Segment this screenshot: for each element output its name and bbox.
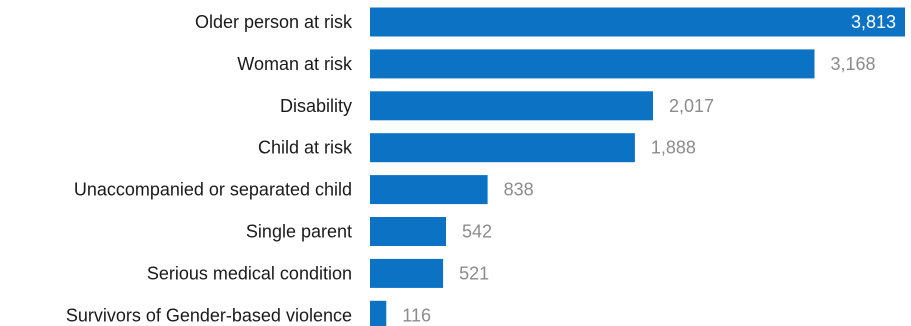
value-label: 838 xyxy=(504,180,534,200)
bar xyxy=(370,7,905,37)
category-label: Serious medical condition xyxy=(147,263,352,283)
bar xyxy=(370,175,488,205)
category-label: Older person at risk xyxy=(195,12,353,32)
category-label: Disability xyxy=(280,96,352,116)
bar xyxy=(370,49,815,79)
bar xyxy=(370,217,446,246)
value-label: 3,168 xyxy=(831,54,876,74)
category-label: Child at risk xyxy=(258,138,353,158)
value-labels-group: 3,813 3,168 2,017 1,888 838 542 521 116 xyxy=(402,12,896,325)
category-label: Survivors of Gender-based violence xyxy=(66,305,352,325)
category-label: Woman at risk xyxy=(237,54,353,74)
value-label: 3,813 xyxy=(851,12,896,32)
value-label: 2,017 xyxy=(669,96,714,116)
value-label: 116 xyxy=(402,305,431,325)
bars-group xyxy=(370,7,905,326)
value-label: 542 xyxy=(462,222,492,242)
bar xyxy=(370,300,387,326)
category-label: Single parent xyxy=(246,222,352,242)
value-label: 1,888 xyxy=(651,138,696,158)
bar xyxy=(370,91,653,121)
bar xyxy=(370,258,444,288)
category-label: Unaccompanied or separated child xyxy=(74,180,352,200)
bar xyxy=(370,133,635,163)
value-label: 521 xyxy=(459,263,489,283)
category-labels-group: Older person at risk Woman at risk Disabil… xyxy=(66,12,353,325)
